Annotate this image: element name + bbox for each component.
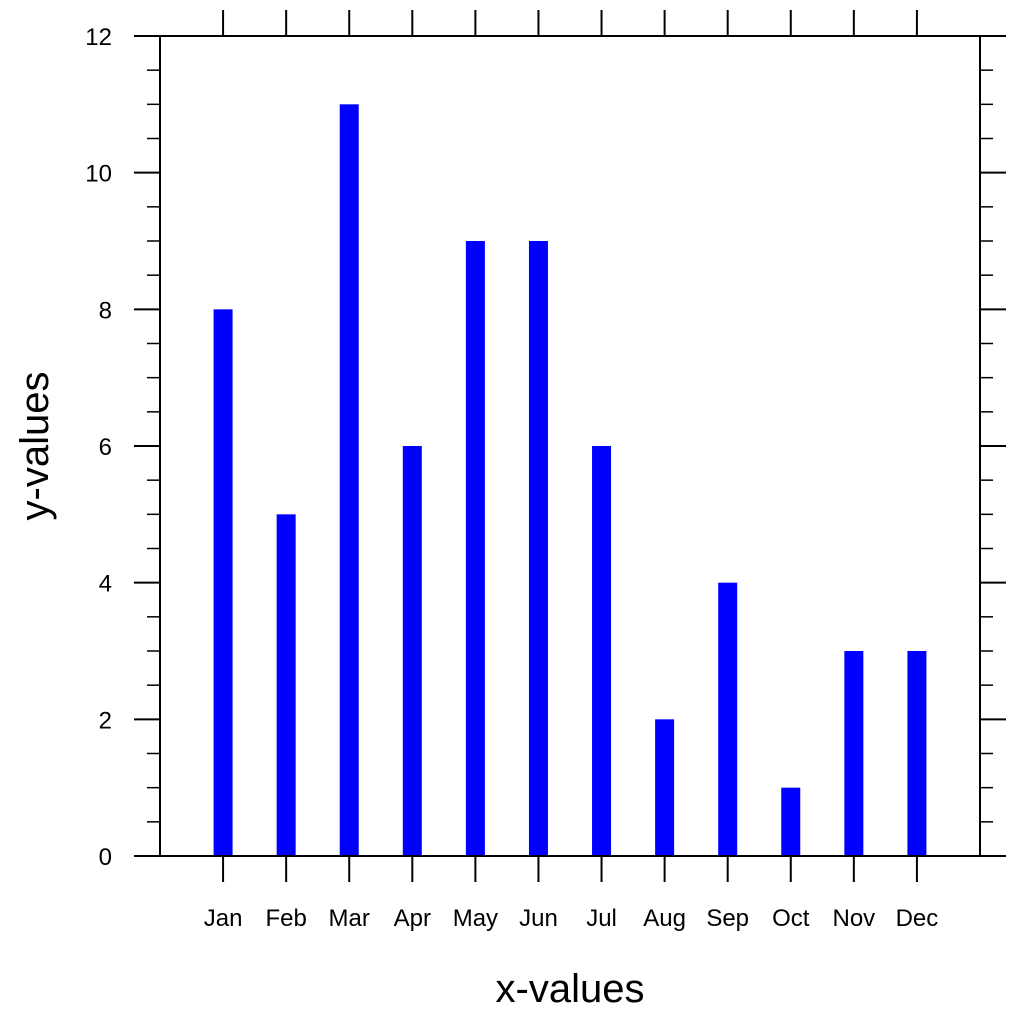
x-tick-label: Jan: [204, 905, 243, 932]
x-tick-label: Dec: [896, 905, 939, 932]
bar-jun: [528, 241, 548, 856]
x-tick-label: Jun: [519, 905, 558, 932]
bar-apr: [402, 446, 422, 856]
ticks-group: [134, 10, 1006, 882]
bar-jan: [213, 309, 233, 857]
y-tick-label: 10: [85, 161, 112, 188]
bars-group: [213, 104, 927, 857]
bar-sep: [718, 582, 738, 856]
bar-mar: [339, 104, 359, 856]
y-axis-title: y-values: [13, 372, 57, 521]
x-axis-title: x-values: [496, 967, 645, 1011]
y-tick-label: 12: [85, 24, 112, 51]
y-tick-label: 2: [99, 707, 112, 734]
y-tick-label: 4: [99, 571, 112, 598]
y-tick-label: 8: [99, 297, 112, 324]
x-tick-label: Sep: [706, 905, 749, 932]
x-tick-label: Jul: [586, 905, 617, 932]
y-tick-label: 6: [99, 434, 112, 461]
y-tick-label: 0: [99, 844, 112, 871]
bar-nov: [844, 651, 864, 856]
bar-may: [465, 241, 485, 856]
bar-aug: [655, 719, 675, 856]
x-tick-label: Apr: [394, 905, 431, 932]
tick-labels-group: Jan Feb Mar Apr May Jun Jul Aug Sep Oct Nov Dec 0 2 4 6…: [85, 24, 938, 932]
x-tick-label: Feb: [265, 905, 306, 932]
x-tick-label: Nov: [833, 905, 876, 932]
x-tick-label: Mar: [329, 905, 370, 932]
x-tick-label: May: [453, 905, 498, 932]
x-tick-label: Oct: [772, 905, 810, 932]
bar-feb: [276, 514, 296, 856]
bar-jul: [592, 446, 612, 856]
bar-oct: [781, 787, 801, 856]
x-tick-label: Aug: [643, 905, 686, 932]
bar-dec: [907, 651, 927, 856]
